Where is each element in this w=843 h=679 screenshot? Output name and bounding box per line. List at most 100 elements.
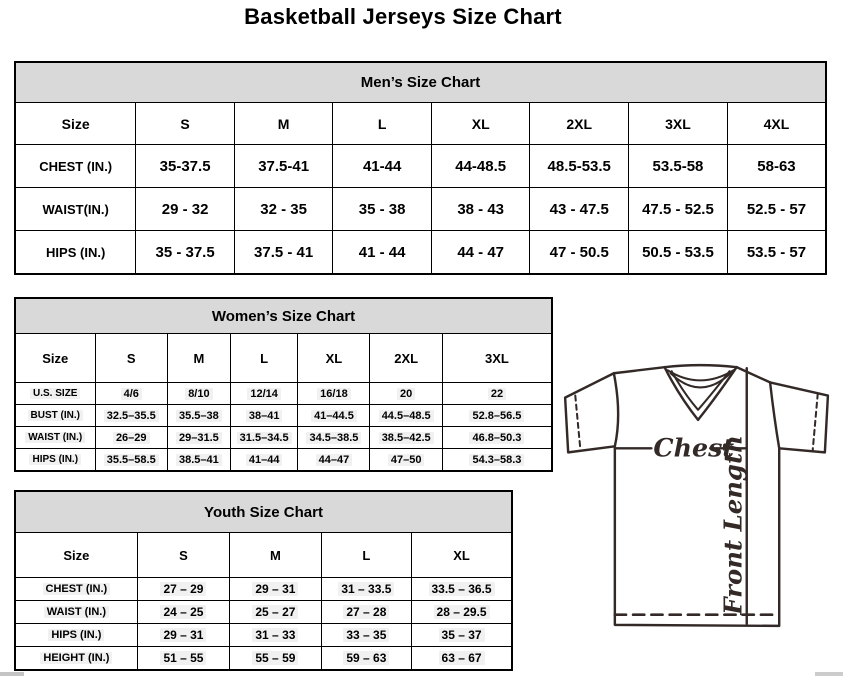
table-cell: 26–29 [94,426,168,449]
table-cell: 59 – 63 [320,646,413,671]
table-header-row: Size S M L XL [14,532,513,578]
table-cell: 44.5–48.5 [369,404,443,427]
table-cell: 35 – 37 [411,623,513,647]
column-header: 3XL [627,102,728,145]
table-cell: 53.5 - 57 [726,230,827,275]
row-label: CHEST (IN.) [14,577,138,601]
table-cell: 16/18 [297,382,371,405]
table-row: HIPS (IN.) 35 - 37.5 37.5 - 41 41 - 44 44 - … [14,230,827,275]
table-row: WAIST(IN.) 29 - 32 32 - 35 35 - 38 38 - 43 43… [14,187,827,231]
row-label: BUST (IN.) [14,404,96,427]
column-header: Size [14,333,96,383]
row-label: WAIST(IN.) [14,187,137,231]
table-cell: 37.5-41 [233,144,334,188]
table-cell: 63 – 67 [411,646,513,671]
mens-size-table: Men’s Size Chart Size S M L XL 2XL 3XL 4XL CHEST… [14,61,827,275]
horizontal-scrollbar-fragment-left[interactable] [0,672,24,676]
table-cell: 12/14 [229,382,299,405]
table-cell: 47.5 - 52.5 [627,187,728,231]
table-cell: 44-48.5 [430,144,531,188]
column-header: M [229,532,322,578]
jersey-illustration: Chest Front Length [563,363,830,628]
table-cell: 46.8–50.3 [441,426,553,449]
column-header: 2XL [529,102,629,145]
table-row: HIPS (IN.) 29 – 31 31 – 33 33 – 35 35 – 37 [14,623,513,647]
column-header: S [135,102,235,145]
jersey-outline [563,365,830,628]
table-header-row: Size S M L XL 2XL 3XL 4XL [14,102,827,145]
table-cell: 51 – 55 [136,646,231,671]
table-cell: 28 – 29.5 [411,600,513,624]
column-header: 2XL [369,333,443,383]
row-label: WAIST (IN.) [14,426,96,449]
right-sleeve-seam [768,381,781,450]
column-header: Size [14,102,137,145]
table-cell: 22 [441,382,553,405]
column-header: S [94,333,168,383]
table-cell: 32 - 35 [233,187,334,231]
table-cell: 35 - 37.5 [135,230,235,275]
table-title: Youth Size Chart [14,490,513,533]
column-header: XL [297,333,371,383]
table-cell: 32.5–35.5 [94,404,168,427]
table-cell: 29 - 32 [135,187,235,231]
table-cell: 31.5–34.5 [229,426,299,449]
table-cell: 29 – 31 [229,577,322,601]
table-cell: 37.5 - 41 [233,230,334,275]
table-cell: 44–47 [297,448,371,472]
table-cell: 55 – 59 [229,646,322,671]
column-header: S [136,532,231,578]
left-cuff-stitch-dashes [574,394,582,451]
table-title-row: Women’s Size Chart [14,297,553,334]
table-cell: 50.5 - 53.5 [627,230,728,275]
table-cell: 52.8–56.5 [441,404,553,427]
table-cell: 38 - 43 [430,187,531,231]
table-cell: 41-44 [332,144,432,188]
row-label: HIPS (IN.) [14,623,138,647]
table-cell: 54.3–58.3 [441,448,553,472]
table-cell: 47 - 50.5 [529,230,629,275]
horizontal-scrollbar-fragment-right[interactable] [815,672,843,676]
table-cell: 27 – 29 [136,577,231,601]
table-cell: 27 – 28 [320,600,413,624]
table-cell: 31 – 33.5 [320,577,413,601]
table-cell: 38.5–41 [166,448,231,472]
table-row: HEIGHT (IN.) 51 – 55 55 – 59 59 – 63 63 – 67 [14,646,513,671]
column-header: L [229,333,299,383]
page-title: Basketball Jerseys Size Chart [244,4,562,29]
table-cell: 35.5–38 [166,404,231,427]
column-header: 3XL [441,333,553,383]
column-header: Size [14,532,138,578]
table-header-row: Size S M L XL 2XL 3XL [14,333,553,383]
column-header: 4XL [726,102,827,145]
vneck-inner [670,370,731,411]
table-cell: 48.5-53.5 [529,144,629,188]
table-cell: 34.5–38.5 [297,426,371,449]
table-cell: 33.5 – 36.5 [411,577,513,601]
vneck-outer [663,365,738,422]
table-cell: 35-37.5 [135,144,235,188]
table-cell: 41 - 44 [332,230,432,275]
table-title: Women’s Size Chart [14,297,553,334]
table-cell: 25 – 27 [229,600,322,624]
collar-back-edge [663,363,738,369]
table-row: WAIST (IN.) 26–29 29–31.5 31.5–34.5 34.5–38.… [14,426,553,449]
right-cuff-stitch-dashes [811,392,819,452]
row-label: U.S. SIZE [14,382,96,405]
table-cell: 31 – 33 [229,623,322,647]
table-row: U.S. SIZE 4/6 8/10 12/14 16/18 20 22 [14,382,553,405]
table-row: HIPS (IN.) 35.5–58.5 38.5–41 41–44 44–47 47–5… [14,448,553,472]
column-header: XL [411,532,513,578]
row-label: HIPS (IN.) [14,230,137,275]
table-cell: 52.5 - 57 [726,187,827,231]
table-cell: 4/6 [94,382,168,405]
table-row: BUST (IN.) 32.5–35.5 35.5–38 38–41 41–44.5 44… [14,404,553,427]
table-cell: 53.5-58 [627,144,728,188]
table-cell: 41–44.5 [297,404,371,427]
table-row: WAIST (IN.) 24 – 25 25 – 27 27 – 28 28 – 29.… [14,600,513,624]
table-cell: 38–41 [229,404,299,427]
row-label: HIPS (IN.) [14,448,96,472]
table-title: Men’s Size Chart [14,61,827,103]
column-header: L [320,532,413,578]
table-cell: 41–44 [229,448,299,472]
